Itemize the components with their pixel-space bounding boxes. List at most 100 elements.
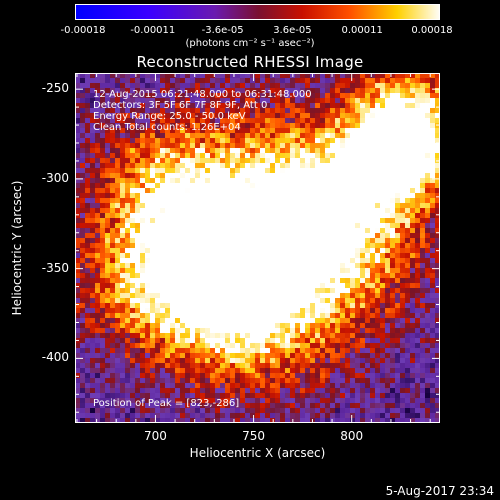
heatmap-cell [80, 163, 86, 169]
heatmap-cell [330, 178, 336, 184]
heatmap-cell [205, 233, 211, 239]
heatmap-cell [340, 118, 346, 124]
heatmap-plot[interactable]: 12-Aug-2015 06:21:48.000 to 06:31:48.000… [75, 73, 440, 423]
heatmap-cell [270, 163, 276, 169]
heatmap-cell [295, 228, 301, 234]
heatmap-cell [225, 408, 231, 414]
heatmap-cell [320, 153, 326, 159]
heatmap-cell [135, 158, 141, 164]
heatmap-cell [135, 408, 141, 414]
heatmap-cell [210, 188, 216, 194]
heatmap-cell [240, 393, 246, 399]
heatmap-cell [270, 403, 276, 409]
heatmap-cell [395, 313, 401, 319]
heatmap-cell [415, 233, 421, 239]
heatmap-cell [170, 403, 176, 409]
heatmap-cell [215, 383, 221, 389]
heatmap-cell [435, 388, 440, 394]
heatmap-cell [365, 143, 371, 149]
heatmap-cell [160, 223, 166, 229]
colorbar-tick-label: 0.00018 [411, 25, 453, 36]
heatmap-cell [135, 373, 141, 379]
heatmap-cell [405, 228, 411, 234]
heatmap-cell [85, 118, 91, 124]
heatmap-cell [230, 108, 236, 114]
heatmap-cell [420, 248, 426, 254]
heatmap-cell [75, 198, 81, 204]
heatmap-cell [280, 253, 286, 259]
heatmap-cell [355, 403, 361, 409]
heatmap-cell [270, 118, 276, 124]
heatmap-cell [130, 348, 136, 354]
heatmap-cell [80, 128, 86, 134]
heatmap-cell [90, 283, 96, 289]
heatmap-cell [315, 263, 321, 269]
heatmap-cell [300, 233, 306, 239]
heatmap-cell [265, 248, 271, 254]
heatmap-cell [115, 213, 121, 219]
heatmap-cell [145, 198, 151, 204]
heatmap-cell [145, 293, 151, 299]
heatmap-cell [150, 138, 156, 144]
heatmap-cell [265, 198, 271, 204]
heatmap-cell [360, 168, 366, 174]
heatmap-cell [295, 353, 301, 359]
heatmap-cell [270, 158, 276, 164]
heatmap-cell [100, 308, 106, 314]
heatmap-cell [340, 73, 346, 79]
heatmap-cell [415, 258, 421, 264]
heatmap-cell [245, 188, 251, 194]
heatmap-cell [375, 83, 381, 89]
heatmap-cell [85, 388, 91, 394]
heatmap-cell [330, 288, 336, 294]
heatmap-cell [375, 288, 381, 294]
heatmap-cell [435, 248, 440, 254]
heatmap-cell [405, 308, 411, 314]
heatmap-cell [230, 348, 236, 354]
heatmap-cell [400, 73, 406, 79]
heatmap-cell [320, 168, 326, 174]
heatmap-cell [270, 188, 276, 194]
heatmap-cell [100, 183, 106, 189]
heatmap-cell [75, 293, 81, 299]
heatmap-cell [285, 203, 291, 209]
heatmap-cell [290, 118, 296, 124]
heatmap-cell [415, 108, 421, 114]
heatmap-cell [345, 258, 351, 264]
heatmap-cell [370, 193, 376, 199]
heatmap-cell [340, 108, 346, 114]
heatmap-cell [190, 108, 196, 114]
heatmap-cell [385, 108, 391, 114]
heatmap-cell [315, 203, 321, 209]
heatmap-cell [330, 348, 336, 354]
heatmap-cell [165, 293, 171, 299]
heatmap-cell [345, 368, 351, 374]
heatmap-cell [270, 318, 276, 324]
heatmap-cell [200, 208, 206, 214]
heatmap-cell [170, 168, 176, 174]
heatmap-cell [80, 228, 86, 234]
heatmap-cell [345, 78, 351, 84]
heatmap-cell [355, 213, 361, 219]
heatmap-cell [395, 88, 401, 94]
heatmap-cell [405, 178, 411, 184]
heatmap-cell [180, 273, 186, 279]
heatmap-cell [130, 363, 136, 369]
heatmap-cell [355, 133, 361, 139]
heatmap-cell [330, 173, 336, 179]
heatmap-cell [290, 83, 296, 89]
heatmap-cell [190, 168, 196, 174]
heatmap-cell [435, 358, 440, 364]
heatmap-cell [325, 88, 331, 94]
heatmap-cell [405, 278, 411, 284]
heatmap-cell [175, 273, 181, 279]
heatmap-cell [325, 253, 331, 259]
heatmap-cell [140, 118, 146, 124]
heatmap-cell [325, 73, 331, 79]
heatmap-cell [210, 293, 216, 299]
heatmap-cell [155, 328, 161, 334]
heatmap-cell [225, 178, 231, 184]
heatmap-cell [120, 218, 126, 224]
heatmap-cell [240, 213, 246, 219]
heatmap-cell [400, 153, 406, 159]
